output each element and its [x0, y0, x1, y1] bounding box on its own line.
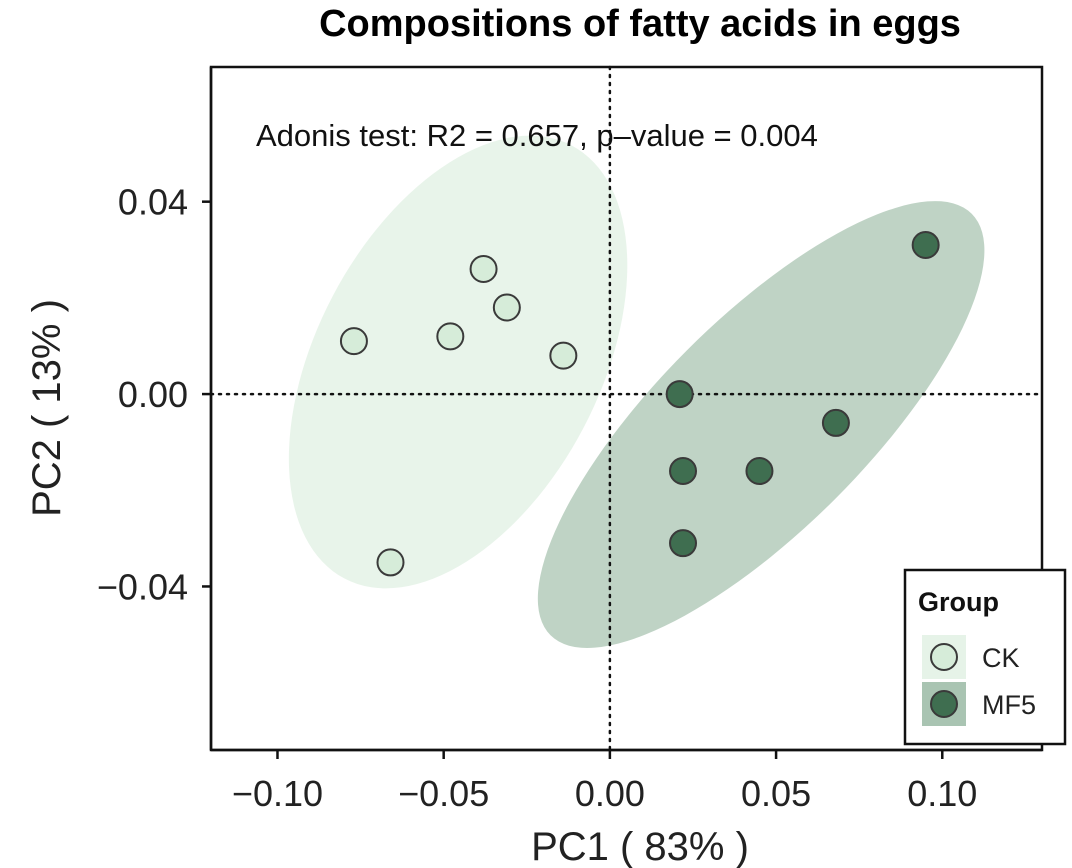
- confidence-ellipses: [288, 135, 985, 648]
- data-points: [339, 230, 940, 577]
- x-axis-label: PC1 ( 83% ): [531, 825, 749, 868]
- x-tick-label: −0.05: [398, 773, 489, 814]
- x-tick-label: 0.05: [741, 773, 811, 814]
- ellipse-mf5: [537, 201, 985, 648]
- point-mf5: [821, 408, 850, 437]
- point-ck: [376, 548, 405, 577]
- legend-label-ck: CK: [982, 643, 1020, 673]
- y-tick-label: 0.04: [118, 182, 188, 223]
- legend: Group CK MF5: [903, 568, 1067, 746]
- point-mf5: [911, 230, 940, 259]
- x-axis: −0.10 −0.05 0.00 0.05 0.10: [211, 748, 1042, 814]
- plot-area: [209, 65, 1044, 752]
- point-mf5: [665, 380, 694, 409]
- y-tick-label: −0.04: [97, 566, 188, 607]
- y-tick-label: 0.00: [118, 374, 188, 415]
- point-ck: [469, 255, 498, 284]
- y-axis: −0.04 0.00 0.04: [97, 67, 213, 750]
- ellipse-ck: [288, 135, 628, 589]
- x-tick-label: −0.10: [232, 773, 323, 814]
- point-mf5: [745, 457, 774, 486]
- x-tick-label: 0.00: [575, 773, 645, 814]
- reference-lines: [209, 65, 1044, 752]
- point-ck: [339, 327, 368, 356]
- point-mf5: [669, 529, 698, 558]
- chart-title: Compositions of fatty acids in eggs: [319, 3, 961, 45]
- legend-key-mf5: [930, 690, 958, 718]
- adonis-annotation: Adonis test: R2 = 0.657, p–value = 0.004: [256, 118, 818, 153]
- x-tick-label: 0.10: [907, 773, 977, 814]
- point-ck: [549, 341, 578, 370]
- legend-label-mf5: MF5: [982, 690, 1036, 720]
- legend-title: Group: [918, 587, 999, 617]
- legend-items: CK MF5: [922, 635, 1036, 726]
- point-mf5: [669, 457, 698, 486]
- legend-key-ck: [930, 643, 958, 671]
- point-ck: [492, 293, 521, 322]
- point-ck: [436, 322, 465, 351]
- y-axis-label: PC2 ( 13% ): [25, 299, 69, 517]
